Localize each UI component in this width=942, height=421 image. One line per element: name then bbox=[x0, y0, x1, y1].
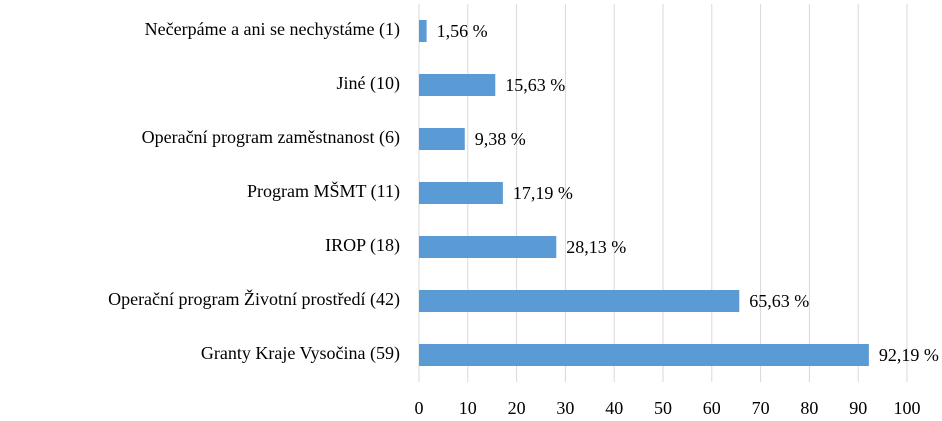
bar bbox=[419, 290, 740, 312]
x-tick-label: 0 bbox=[415, 398, 424, 418]
bar bbox=[419, 128, 465, 150]
y-tick-label: Operační program Životní prostředí (42) bbox=[108, 288, 400, 310]
data-label: 28,13 % bbox=[566, 237, 626, 257]
data-label: 17,19 % bbox=[513, 183, 573, 203]
x-tick-label: 30 bbox=[556, 398, 574, 418]
bar bbox=[419, 74, 496, 96]
x-tick-label: 70 bbox=[752, 398, 770, 418]
y-tick-label: Granty Kraje Vysočina (59) bbox=[201, 343, 400, 364]
bar bbox=[419, 344, 869, 366]
x-tick-label: 100 bbox=[894, 398, 921, 418]
y-tick-label: Operační program zaměstnanost (6) bbox=[142, 127, 400, 148]
x-tick-label: 20 bbox=[508, 398, 526, 418]
x-tick-label: 10 bbox=[459, 398, 477, 418]
data-label: 9,38 % bbox=[475, 129, 526, 149]
bar bbox=[419, 182, 503, 204]
data-label: 15,63 % bbox=[505, 75, 565, 95]
bar bbox=[419, 236, 557, 258]
bar bbox=[419, 20, 427, 42]
x-tick-label: 40 bbox=[605, 398, 623, 418]
data-label: 1,56 % bbox=[437, 21, 488, 41]
y-tick-label: Jiné (10) bbox=[337, 73, 400, 94]
x-tick-label: 60 bbox=[703, 398, 721, 418]
x-tick-label: 90 bbox=[849, 398, 867, 418]
x-tick-label: 50 bbox=[654, 398, 672, 418]
y-tick-label: Nečerpáme a ani se nechystáme (1) bbox=[145, 19, 400, 40]
data-label: 92,19 % bbox=[879, 345, 939, 365]
y-tick-label: Program MŠMT (11) bbox=[247, 180, 400, 202]
data-label: 65,63 % bbox=[749, 291, 809, 311]
x-tick-label: 80 bbox=[800, 398, 818, 418]
y-tick-label: IROP (18) bbox=[325, 235, 400, 256]
